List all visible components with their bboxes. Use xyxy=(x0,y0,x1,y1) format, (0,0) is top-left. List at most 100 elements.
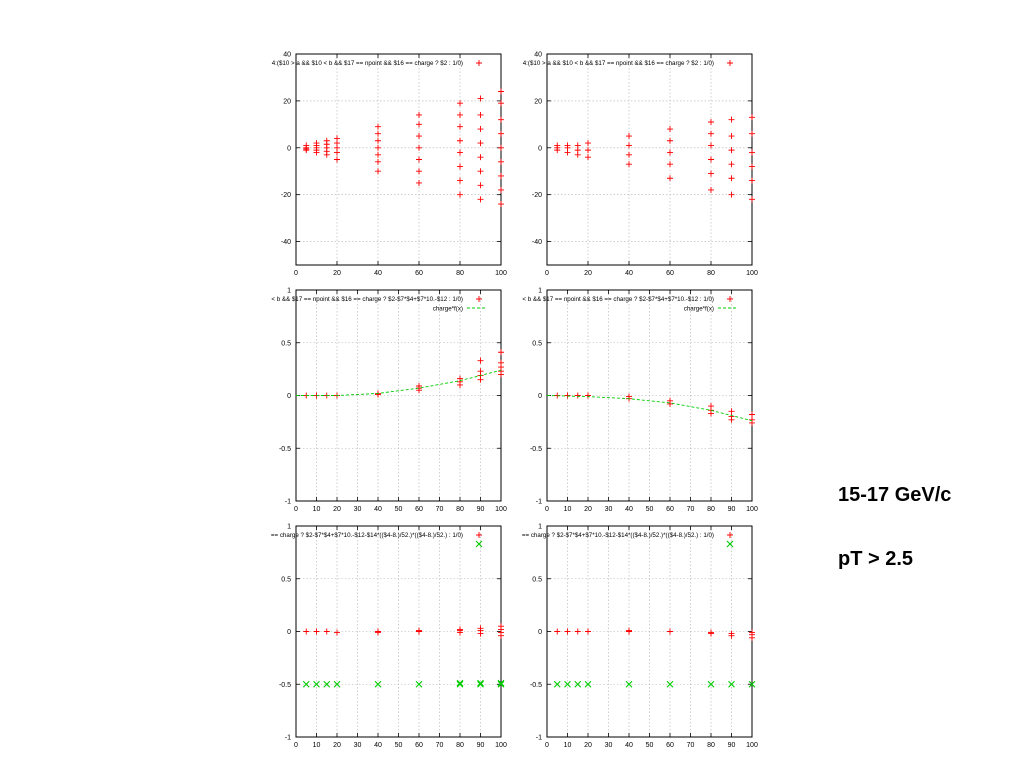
y-tick-label: 40 xyxy=(534,52,542,59)
plot-frame xyxy=(295,53,502,266)
data-point-cross xyxy=(497,680,505,688)
data-point-plus xyxy=(626,151,632,158)
data-point-plus xyxy=(375,628,381,635)
data-point-plus xyxy=(708,186,714,193)
x-tick-label: 40 xyxy=(374,742,382,749)
x-tick-label: 100 xyxy=(746,270,758,277)
data-point-plus xyxy=(585,147,591,154)
x-tick-label: 0 xyxy=(545,270,549,277)
data-point-plus xyxy=(667,175,673,182)
data-point-cross xyxy=(553,680,561,688)
data-point-plus xyxy=(416,627,422,634)
data-point-plus xyxy=(564,628,571,635)
x-tick-label: 80 xyxy=(707,506,715,513)
data-point-plus xyxy=(728,408,735,415)
data-point-plus xyxy=(303,145,310,152)
x-tick-label: 10 xyxy=(564,742,572,749)
legend-label: charge*f(x) xyxy=(684,306,714,313)
data-point-cross xyxy=(323,680,331,688)
plot-panel-6: 0 10 20 30 40 50 60 70 80 90 100 -1 -0.5 0 0.5 1== char… xyxy=(522,524,758,750)
x-tick-label: 20 xyxy=(333,270,341,277)
y-tick-label: -40 xyxy=(532,239,542,246)
plot-title: == charge ? $2-$7*$4+$7*10.-$12-$14*(($4… xyxy=(522,532,714,539)
x-tick-label: 50 xyxy=(395,506,403,513)
x-tick-label: 90 xyxy=(477,742,485,749)
x-tick-label: 30 xyxy=(354,742,362,749)
x-tick-label: 20 xyxy=(584,270,592,277)
data-point-plus xyxy=(498,186,504,193)
data-point-cross xyxy=(574,680,582,688)
data-point-cross xyxy=(313,680,320,688)
y-tick-label: -40 xyxy=(281,239,291,246)
data-point-plus xyxy=(667,161,673,168)
data-point-plus xyxy=(498,158,504,165)
x-tick-label: 40 xyxy=(625,270,633,277)
x-tick-label: 30 xyxy=(605,506,613,513)
x-tick-label: 60 xyxy=(415,506,423,513)
x-tick-label: 20 xyxy=(333,506,341,513)
data-point-plus xyxy=(334,135,340,142)
x-tick-label: 70 xyxy=(436,742,444,749)
y-tick-label: 0 xyxy=(538,629,542,636)
x-tick-label: 20 xyxy=(333,742,341,749)
data-point-plus xyxy=(457,123,463,130)
data-point-plus xyxy=(749,196,755,203)
data-point-plus xyxy=(708,410,714,417)
data-point-plus xyxy=(708,170,714,177)
data-point-plus xyxy=(416,121,422,128)
data-point-plus xyxy=(323,141,330,148)
y-tick-label: -1 xyxy=(536,499,542,506)
x-tick-label: 0 xyxy=(294,270,298,277)
data-point-plus xyxy=(416,111,422,118)
data-point-cross xyxy=(584,680,592,688)
data-point-plus xyxy=(585,154,591,161)
data-point-plus xyxy=(728,191,735,198)
data-point-cross xyxy=(666,680,674,688)
data-point-plus xyxy=(416,144,422,151)
legend-sample-cross xyxy=(726,540,734,548)
data-point-plus xyxy=(728,416,735,423)
data-point-cross xyxy=(415,680,423,688)
data-point-plus xyxy=(313,142,320,149)
x-tick-label: 0 xyxy=(545,742,549,749)
data-point-cross xyxy=(625,680,633,688)
x-tick-label: 0 xyxy=(294,506,298,513)
x-tick-label: 0 xyxy=(294,742,298,749)
x-tick-label: 70 xyxy=(687,506,695,513)
data-point-plus xyxy=(585,140,591,147)
y-tick-label: 0.5 xyxy=(532,340,542,347)
x-tick-label: 60 xyxy=(415,742,423,749)
data-point-cross xyxy=(477,680,484,688)
plot-title: == charge ? $2-$7*$4+$7*10.-$12-$14*(($4… xyxy=(271,532,463,539)
x-tick-label: 50 xyxy=(646,506,654,513)
data-point-plus xyxy=(708,130,714,137)
fit-curve xyxy=(296,369,502,396)
data-point-cross xyxy=(497,679,505,687)
data-point-plus xyxy=(498,130,504,137)
data-point-plus xyxy=(564,392,571,399)
data-point-plus xyxy=(626,627,632,634)
data-point-plus xyxy=(375,144,381,151)
data-point-cross xyxy=(707,680,715,688)
data-point-plus xyxy=(708,142,714,149)
x-tick-label: 40 xyxy=(625,506,633,513)
x-tick-label: 60 xyxy=(666,742,674,749)
data-point-plus xyxy=(749,411,755,418)
data-point-plus xyxy=(477,168,484,175)
x-tick-label: 100 xyxy=(495,742,507,749)
data-point-plus xyxy=(498,172,504,179)
data-point-plus xyxy=(498,623,504,630)
data-point-plus xyxy=(749,419,755,426)
y-tick-label: 1 xyxy=(287,524,291,531)
data-point-plus xyxy=(323,628,330,635)
x-tick-label: 40 xyxy=(625,742,633,749)
x-tick-label: 0 xyxy=(545,506,549,513)
data-point-plus xyxy=(564,142,571,149)
data-point-plus xyxy=(498,100,504,107)
data-point-cross xyxy=(748,680,756,688)
data-point-plus xyxy=(457,137,463,144)
x-tick-label: 80 xyxy=(707,742,715,749)
y-tick-label: -1 xyxy=(285,499,291,506)
data-point-plus xyxy=(498,88,504,95)
x-tick-label: 40 xyxy=(374,270,382,277)
